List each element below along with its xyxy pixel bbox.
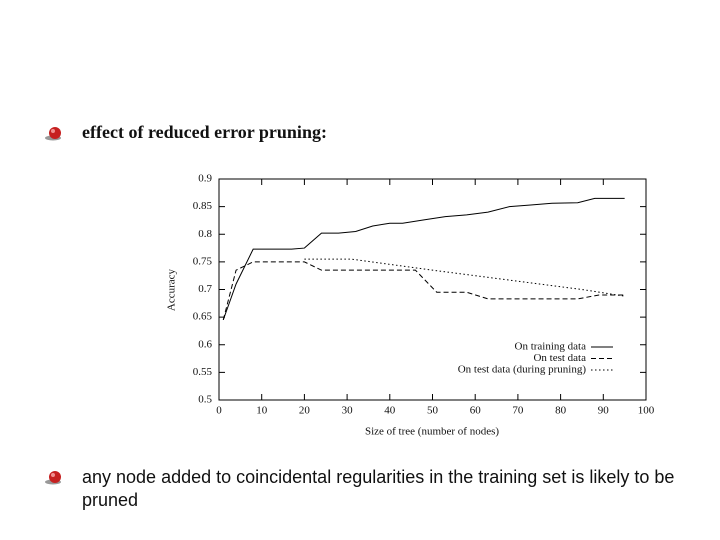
series-line <box>222 197 625 321</box>
legend-label: On test data <box>533 352 586 364</box>
x-tick-label: 80 <box>555 405 567 417</box>
y-tick-label: 0.5 <box>198 394 212 406</box>
x-tick-label: 50 <box>427 405 439 417</box>
x-tick-label: 60 <box>470 405 482 417</box>
y-tick-label: 0.7 <box>198 283 212 295</box>
legend-label: On training data <box>515 341 587 353</box>
bullet-icon <box>45 127 61 141</box>
x-tick-label: 10 <box>256 405 268 417</box>
bullet-text: any node added to coincidental regularit… <box>82 467 675 510</box>
series-line <box>222 261 625 321</box>
series-line <box>304 258 625 297</box>
bullet-text: effect of reduced error pruning: <box>82 122 327 142</box>
y-tick-label: 0.75 <box>193 255 213 267</box>
x-tick-label: 0 <box>216 405 222 417</box>
x-tick-label: 90 <box>598 405 610 417</box>
y-tick-label: 0.85 <box>193 200 213 212</box>
x-tick-label: 40 <box>384 405 396 417</box>
y-tick-label: 0.8 <box>198 228 212 240</box>
x-tick-label: 70 <box>512 405 524 417</box>
legend-label: On test data (during pruning) <box>458 364 587 376</box>
x-tick-label: 30 <box>342 405 354 417</box>
y-tick-label: 0.6 <box>198 338 212 350</box>
bullet-icon <box>45 471 61 485</box>
y-axis-label: Accuracy <box>166 268 178 311</box>
x-tick-label: 20 <box>299 405 311 417</box>
y-tick-label: 0.65 <box>193 311 213 323</box>
y-tick-label: 0.9 <box>198 173 212 185</box>
x-tick-label: 100 <box>638 405 655 417</box>
x-axis-label: Size of tree (number of nodes) <box>365 426 499 438</box>
y-tick-label: 0.55 <box>193 366 213 378</box>
